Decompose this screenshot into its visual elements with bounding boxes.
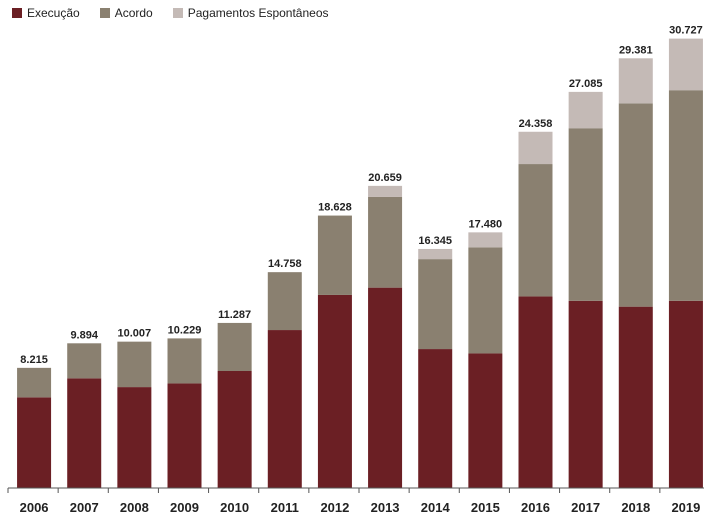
- bar-segment-2013-1: [368, 196, 403, 288]
- bar-segment-2009-1: [167, 338, 202, 384]
- legend-label-acordo: Acordo: [114, 6, 153, 20]
- total-label-2011: 14.758: [268, 258, 302, 270]
- bar-segment-2011-1: [267, 272, 302, 331]
- bar-segment-2015-2: [468, 232, 503, 248]
- bar-segment-2017-2: [568, 91, 603, 129]
- bar-segment-2015-0: [468, 353, 503, 488]
- total-label-2012: 18.628: [318, 202, 352, 214]
- x-tick-label-2014: 2014: [421, 500, 451, 515]
- bar-segment-2014-2: [418, 248, 453, 260]
- legend-label-execucao: Execução: [27, 6, 80, 20]
- x-tick-label-2016: 2016: [521, 500, 550, 515]
- x-tick-label-2006: 2006: [20, 500, 49, 515]
- bar-segment-2019-2: [668, 38, 703, 91]
- total-label-2008: 10.007: [118, 328, 152, 340]
- bar-segment-2011-0: [267, 330, 302, 488]
- legend-item-execucao: Execução: [12, 6, 80, 20]
- bar-segment-2007-0: [67, 378, 102, 488]
- bar-segment-2019-0: [668, 300, 703, 488]
- x-tick-label-2010: 2010: [220, 500, 249, 515]
- x-tick-label-2019: 2019: [671, 500, 700, 515]
- x-axis: 2006 2007 2008 2009 2010 2011 2012 2013 2014 2015…: [7, 487, 704, 515]
- bar-segment-2014-1: [418, 259, 453, 350]
- x-tick-label-2008: 2008: [120, 500, 149, 515]
- x-tick-label-2017: 2017: [571, 500, 600, 515]
- bar-segment-2012-1: [317, 215, 352, 295]
- x-tick-label-2015: 2015: [471, 500, 500, 515]
- total-label-2018: 29.381: [619, 44, 653, 56]
- legend-item-acordo: Acordo: [99, 6, 153, 20]
- bar-segment-2014-0: [418, 349, 453, 488]
- total-label-2015: 17.480: [469, 218, 503, 230]
- bar-segment-2017-0: [568, 300, 603, 488]
- total-label-2010: 11.287: [218, 309, 251, 321]
- bar-segment-2009-0: [167, 383, 202, 488]
- x-tick-label-2012: 2012: [320, 500, 349, 515]
- total-label-2014: 16.345: [418, 235, 452, 247]
- x-tick-label-2009: 2009: [170, 500, 199, 515]
- bar-segment-2015-1: [468, 247, 503, 354]
- total-label-2009: 10.229: [168, 324, 202, 336]
- x-tick-label-2013: 2013: [371, 500, 400, 515]
- bar-segment-2016-1: [518, 164, 553, 297]
- total-label-2006: 8.215: [20, 354, 48, 366]
- total-label-2007: 9.894: [70, 329, 98, 341]
- total-label-2016: 24.358: [519, 118, 553, 130]
- legend-swatch-execucao: [12, 8, 22, 18]
- bar-segment-2018-0: [618, 306, 653, 488]
- bar-segment-2016-0: [518, 296, 553, 488]
- x-tick-label-2011: 2011: [271, 500, 299, 515]
- bar-segment-2008-1: [117, 341, 152, 388]
- bar-segment-2019-1: [668, 90, 703, 301]
- total-label-2013: 20.659: [368, 172, 402, 184]
- bar-segment-2012-0: [317, 294, 352, 488]
- legend-item-pagamentos: Pagamentos Espontâneos: [172, 6, 329, 20]
- total-label-2019: 30.727: [669, 25, 703, 37]
- total-labels-group: 8.215 9.894 10.007 10.229 11.287 14.758 18.628…: [20, 25, 702, 366]
- bar-segment-2008-0: [117, 387, 152, 488]
- bar-segment-2018-2: [618, 58, 653, 104]
- legend-swatch-acordo: [99, 8, 110, 18]
- x-tick-label-2018: 2018: [621, 500, 650, 515]
- bar-segment-2010-1: [217, 322, 252, 371]
- bar-segment-2006-0: [17, 397, 52, 488]
- bars-group: [17, 38, 703, 488]
- legend: Execução Acordo Pagamentos Espontâneos: [12, 6, 329, 20]
- bar-segment-2016-2: [518, 131, 553, 165]
- x-tick-label-2007: 2007: [70, 500, 99, 515]
- bar-segment-2006-1: [17, 367, 52, 398]
- bar-segment-2018-1: [618, 103, 653, 307]
- total-label-2017: 27.085: [569, 78, 603, 90]
- bar-segment-2013-0: [368, 287, 403, 488]
- bar-segment-2010-0: [217, 371, 252, 488]
- bar-segment-2017-1: [568, 128, 603, 301]
- legend-swatch-pagamentos: [172, 8, 183, 18]
- bar-segment-2013-2: [368, 185, 403, 197]
- legend-label-pagamentos: Pagamentos Espontâneos: [187, 6, 329, 20]
- bar-segment-2007-1: [67, 343, 102, 379]
